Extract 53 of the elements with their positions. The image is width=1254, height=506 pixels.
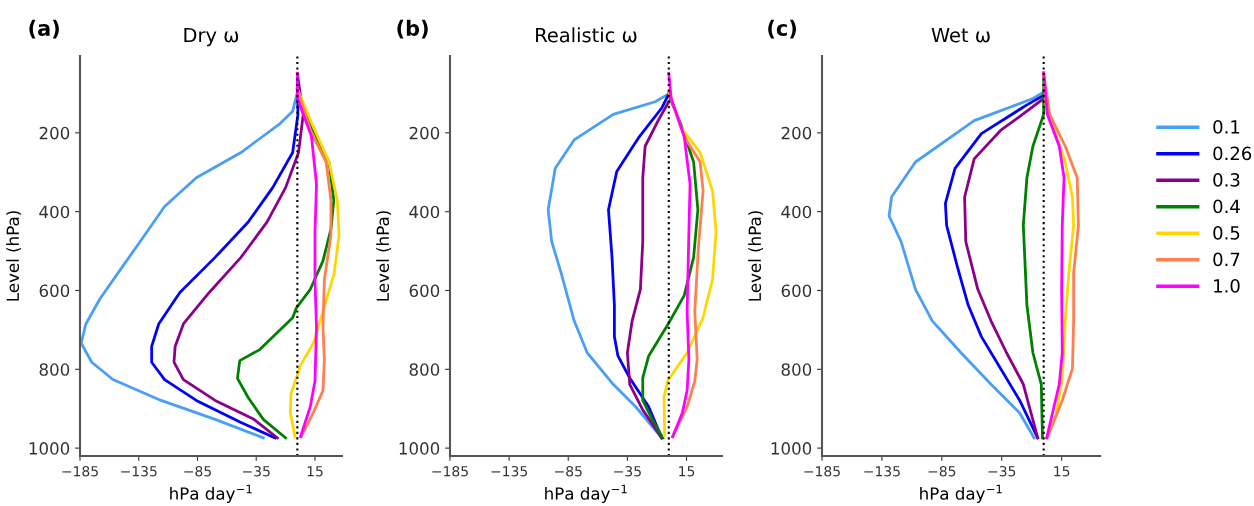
x-tick-label: −135 xyxy=(121,465,157,477)
y-tick-label: 600 xyxy=(409,284,440,298)
x-tick-label: −85 xyxy=(555,465,582,477)
line-series xyxy=(667,71,692,439)
x-tick-label: −135 xyxy=(491,465,527,477)
x-axis-title: hPa day$^{−1}$ xyxy=(920,484,1002,504)
chart-title: Dry ω xyxy=(184,27,239,47)
x-tick-label: −135 xyxy=(864,465,900,477)
legend-label: 1.0 xyxy=(1214,279,1240,293)
x-tick-label: 15 xyxy=(307,466,323,477)
x-tick-label: −85 xyxy=(928,465,956,477)
x-tick-label: −35 xyxy=(614,465,641,477)
y-tick-label: 800 xyxy=(409,363,440,376)
line-series xyxy=(295,71,318,439)
legend-label: 0.26 xyxy=(1213,146,1252,161)
text: (b) xyxy=(397,19,428,39)
chart-title: Realistic ω xyxy=(536,27,637,43)
y-axis-title: Level (hPa) xyxy=(748,211,764,301)
x-tick-label: −35 xyxy=(988,465,1016,477)
y-tick-label: 800 xyxy=(781,363,812,376)
y-tick-label: 400 xyxy=(781,205,812,219)
x-tick-label: −185 xyxy=(432,465,468,477)
x-axis-title: hPa day$^{−1}$ xyxy=(170,484,252,504)
x-tick-label: 15 xyxy=(1054,466,1070,477)
y-tick-label: 200 xyxy=(409,126,440,140)
x-tick-label: 15 xyxy=(679,466,695,477)
y-tick-label: 200 xyxy=(781,126,812,140)
legend-label: 0.4 xyxy=(1213,199,1240,214)
y-tick-label: 200 xyxy=(39,126,70,140)
legend-label: 0.3 xyxy=(1213,173,1240,187)
y-tick-label: 1000 xyxy=(399,442,440,455)
y-tick-label: 400 xyxy=(39,205,70,219)
y-tick-label: 600 xyxy=(781,284,812,298)
line-series xyxy=(1042,71,1066,440)
text: (c) xyxy=(768,19,796,39)
x-tick-label: −85 xyxy=(184,465,211,477)
legend-label: 0.1 xyxy=(1213,120,1240,134)
y-tick-label: 400 xyxy=(409,205,440,219)
legend-label: 0.5 xyxy=(1213,226,1240,240)
line-series xyxy=(626,100,671,440)
x-tick-label: −35 xyxy=(243,465,270,477)
y-tick-label: 800 xyxy=(39,363,70,376)
x-tick-label: −185 xyxy=(804,465,840,477)
y-tick-label: 1000 xyxy=(771,442,812,455)
y-axis-title: Level (hPa) xyxy=(6,211,22,301)
y-tick-label: 1000 xyxy=(29,442,70,455)
y-axis-title: Level (hPa) xyxy=(376,211,392,301)
legend-label: 0.7 xyxy=(1213,252,1240,267)
text: (a) xyxy=(29,19,59,39)
x-tick-label: −185 xyxy=(62,465,98,477)
chart-title: Wet ω xyxy=(931,27,990,43)
y-tick-label: 600 xyxy=(39,284,70,298)
x-axis-title: hPa day$^{−1}$ xyxy=(545,484,627,504)
